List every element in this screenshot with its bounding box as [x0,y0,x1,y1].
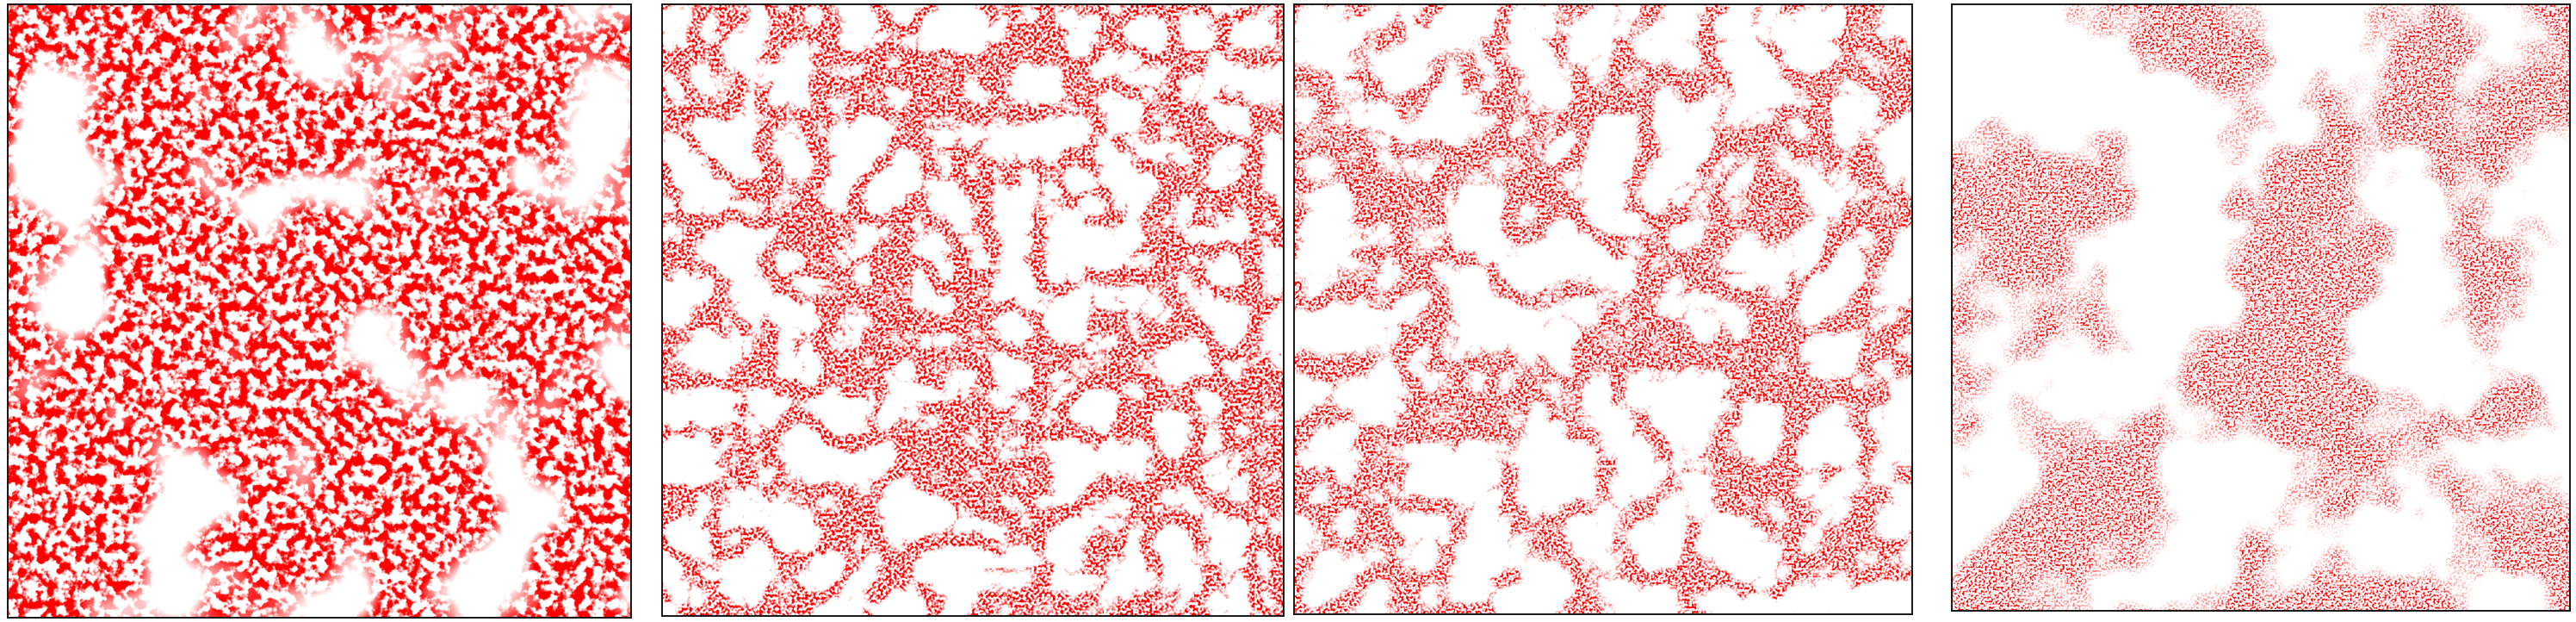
scatter-panel-2 [661,3,1285,617]
scatter-panel-1 [7,3,632,619]
point-cloud-1 [9,5,630,617]
point-cloud-4 [1953,5,2569,610]
scatter-panel-3 [1293,3,1913,615]
scatter-panel-4 [1951,3,2571,612]
point-cloud-3 [1295,5,1911,613]
point-cloud-2 [663,5,1283,615]
